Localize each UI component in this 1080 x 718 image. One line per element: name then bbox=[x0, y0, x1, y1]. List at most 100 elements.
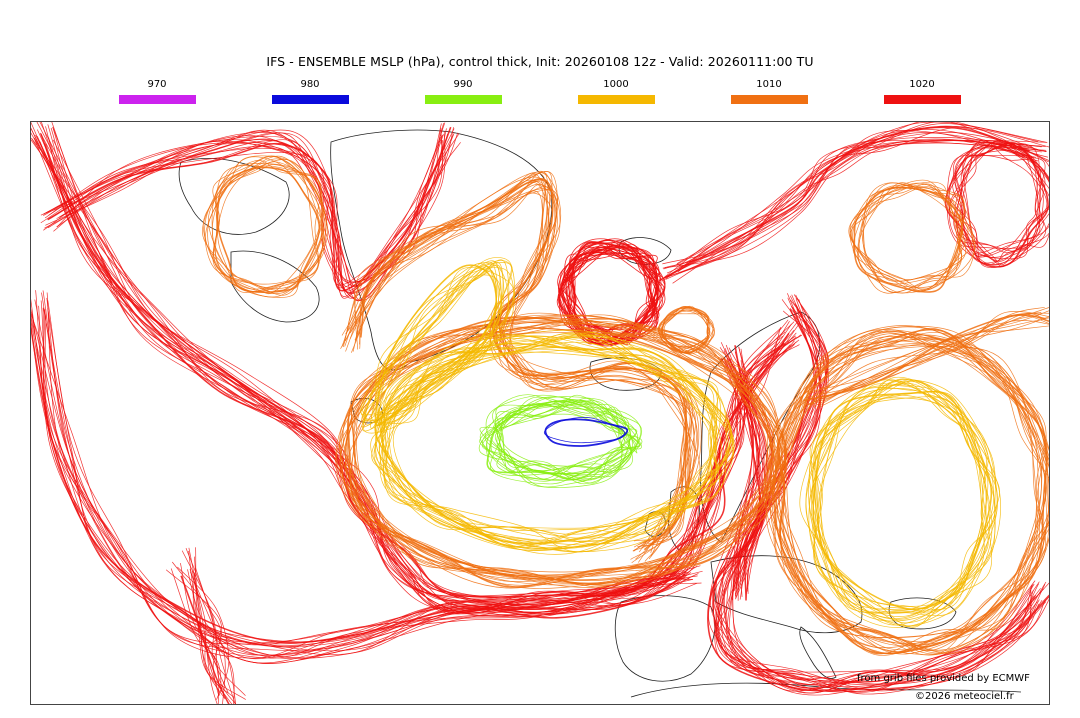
isobar-line bbox=[344, 182, 695, 549]
legend-swatch bbox=[118, 95, 196, 104]
isobar-line bbox=[56, 134, 444, 284]
isobar-line bbox=[482, 402, 633, 480]
isobar-line bbox=[663, 123, 1039, 278]
isobar-line bbox=[851, 181, 963, 294]
isobar-line bbox=[380, 329, 735, 551]
isobar-line bbox=[484, 404, 633, 475]
coastline-iberia bbox=[614, 595, 716, 682]
isobar-line bbox=[662, 122, 1047, 282]
isobar-line bbox=[857, 179, 963, 294]
isobar-1000-europe bbox=[799, 376, 1002, 628]
isobar-line bbox=[665, 132, 1039, 278]
isobar-line bbox=[188, 547, 218, 704]
isobar-line bbox=[56, 131, 446, 302]
isobar-line bbox=[780, 325, 1049, 639]
isobar-line bbox=[345, 171, 691, 548]
isobar-1010-atlantic-low bbox=[335, 312, 788, 589]
isobar-line bbox=[342, 192, 696, 563]
isobar-line bbox=[961, 140, 1047, 265]
isobar-line bbox=[364, 269, 497, 424]
isobar-line bbox=[714, 348, 1046, 683]
isobar-line bbox=[485, 394, 632, 480]
isobar-line bbox=[727, 354, 1035, 693]
isobar-line bbox=[46, 123, 444, 289]
isobar-line bbox=[195, 568, 236, 704]
isobar-line bbox=[359, 178, 687, 542]
isobar-line bbox=[676, 138, 1037, 265]
isobar-line bbox=[382, 340, 716, 552]
isobar-line bbox=[662, 142, 1042, 269]
isobar-line bbox=[204, 155, 327, 293]
isobar-line bbox=[43, 309, 689, 643]
isobar-line bbox=[177, 566, 230, 700]
isobar-line bbox=[784, 343, 1049, 656]
isobar-line bbox=[185, 547, 246, 696]
isobar-line bbox=[776, 330, 1038, 654]
isobar-line bbox=[861, 184, 973, 293]
isobar-line bbox=[353, 328, 787, 581]
isobar-line bbox=[42, 290, 697, 659]
isobar-line bbox=[731, 294, 829, 598]
isobar-1010-europe-north bbox=[803, 306, 1049, 409]
isobar-line bbox=[339, 314, 787, 588]
isobar-line bbox=[354, 180, 698, 557]
coastline-arctic-islands bbox=[178, 158, 290, 235]
isobar-1010-canada bbox=[202, 155, 329, 298]
isobar-line bbox=[778, 336, 1049, 649]
isobar-line bbox=[211, 160, 322, 293]
data-source-credit: from grib files provided by ECMWF bbox=[857, 673, 1030, 684]
isobar-line bbox=[803, 313, 1049, 402]
isobar-line bbox=[490, 403, 624, 485]
isobar-line bbox=[35, 134, 791, 598]
isobar-line bbox=[345, 176, 702, 562]
isobar-line bbox=[195, 547, 222, 692]
isobar-line bbox=[42, 307, 697, 658]
isobar-line bbox=[799, 379, 998, 627]
isobar-line bbox=[771, 333, 1049, 655]
isobar-line bbox=[170, 568, 220, 704]
isobar-line bbox=[848, 186, 965, 291]
isobar-line bbox=[45, 143, 797, 614]
isobar-line bbox=[769, 325, 1049, 655]
isobar-line bbox=[374, 348, 734, 553]
legend-swatch bbox=[883, 95, 961, 104]
isobar-line bbox=[45, 128, 447, 299]
isobar-line bbox=[371, 262, 499, 421]
isobar-line bbox=[213, 158, 324, 298]
legend-label: 1020 bbox=[909, 79, 935, 90]
isobar-line bbox=[858, 182, 969, 285]
isobar-line bbox=[339, 318, 772, 585]
coastline-italy bbox=[799, 626, 837, 679]
isobar-line bbox=[31, 320, 689, 657]
isobar-line bbox=[31, 137, 803, 614]
isobar-line bbox=[678, 139, 1048, 268]
isobar-line bbox=[44, 123, 442, 286]
isobar-line bbox=[47, 124, 786, 609]
isobar-1000-labrador bbox=[360, 257, 515, 434]
isobar-line bbox=[46, 292, 698, 659]
isobar-line bbox=[48, 133, 460, 288]
isobar-line bbox=[543, 416, 625, 444]
isobar-line bbox=[557, 242, 656, 343]
isobar-line bbox=[31, 311, 687, 646]
isobar-line bbox=[852, 184, 964, 282]
isobar-line bbox=[494, 396, 642, 480]
isobar-line bbox=[351, 322, 774, 576]
isobar-1020-south bbox=[165, 547, 247, 704]
isobar-line bbox=[569, 239, 653, 346]
legend-item-1020: 1020 bbox=[883, 78, 961, 104]
isobar-line bbox=[479, 400, 630, 475]
isobar-line bbox=[40, 129, 454, 297]
isobar-line bbox=[745, 298, 821, 599]
legend-label: 1010 bbox=[756, 79, 782, 90]
isobar-line bbox=[813, 310, 1049, 403]
isobar-990-atlantic-low bbox=[478, 394, 643, 488]
isobar-1020-north bbox=[40, 122, 461, 302]
isobar-line bbox=[662, 122, 1033, 265]
legend-label: 1000 bbox=[603, 79, 629, 90]
isobar-1010-northeast bbox=[848, 179, 976, 294]
isobar-line bbox=[849, 182, 975, 282]
isobar-line bbox=[665, 136, 1042, 280]
isobar-line bbox=[187, 569, 226, 704]
isobar-1010-north-atlantic bbox=[340, 171, 702, 564]
